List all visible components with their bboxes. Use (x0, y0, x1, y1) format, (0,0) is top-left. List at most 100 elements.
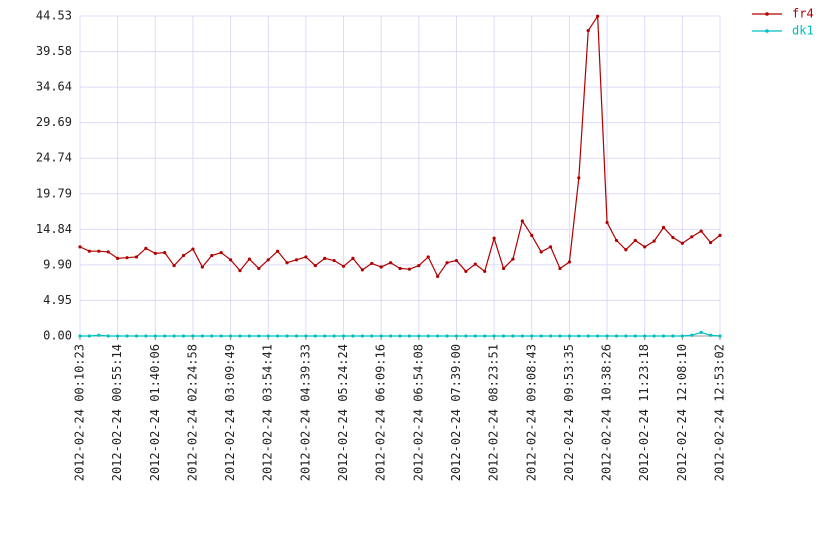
x-tick-label: 2012-02-24 01:40:06 (148, 344, 162, 481)
point (511, 257, 515, 261)
point (134, 334, 139, 338)
point (379, 265, 383, 269)
point (191, 334, 195, 338)
point (210, 334, 214, 338)
point (483, 269, 487, 273)
y-tick-label: 29.69 (36, 115, 72, 129)
point (266, 258, 270, 262)
point (407, 334, 412, 338)
point (200, 334, 204, 338)
point (661, 225, 666, 230)
point (125, 256, 129, 260)
point (257, 334, 261, 338)
point (436, 274, 440, 278)
point (492, 236, 496, 240)
point (718, 233, 722, 237)
point (436, 334, 440, 338)
point (708, 333, 713, 337)
point (605, 220, 609, 225)
point (181, 253, 186, 258)
point (351, 256, 355, 260)
point (360, 268, 364, 272)
point (172, 334, 176, 338)
point (370, 334, 374, 338)
point (398, 266, 402, 271)
point (360, 334, 364, 338)
point (699, 229, 703, 233)
point (106, 334, 110, 338)
point (567, 260, 572, 264)
x-tick-label: 2012-02-24 00:55:14 (110, 344, 124, 481)
y-tick-label: 14.84 (36, 222, 72, 236)
point (341, 334, 346, 338)
x-tick-label: 2012-02-24 12:53:02 (713, 344, 727, 481)
point (351, 334, 355, 338)
point (511, 334, 515, 338)
point (78, 334, 82, 338)
x-tick-label: 2012-02-24 08:23:51 (487, 344, 501, 481)
point (548, 334, 553, 338)
point (483, 334, 487, 338)
point (304, 334, 308, 338)
point (643, 245, 647, 249)
point (426, 255, 430, 259)
point (181, 334, 186, 338)
x-tick-label: 2012-02-24 02:24:58 (185, 344, 199, 481)
x-tick-label: 2012-02-24 11:23:18 (637, 344, 651, 481)
point (586, 28, 590, 33)
point (200, 265, 204, 269)
y-tick-label: 19.79 (36, 186, 72, 200)
point (708, 240, 713, 245)
point (106, 250, 110, 254)
point (163, 251, 167, 255)
point (210, 253, 214, 258)
point (116, 334, 120, 338)
point (285, 261, 289, 265)
point (699, 330, 703, 335)
point (116, 256, 120, 260)
point (520, 219, 524, 223)
x-tick-label: 2012-02-24 10:38:26 (600, 344, 614, 481)
point (388, 334, 393, 338)
point (332, 334, 336, 338)
point (87, 334, 92, 338)
point (605, 334, 609, 338)
point (624, 248, 628, 252)
x-tick-label: 2012-02-24 09:53:35 (562, 344, 576, 481)
point (596, 14, 600, 18)
point (257, 266, 261, 271)
point (680, 334, 684, 338)
point (548, 245, 553, 249)
point (718, 334, 722, 338)
y-tick-label: 34.64 (36, 80, 72, 94)
point (690, 333, 694, 337)
point (671, 235, 675, 240)
legend-dot (765, 29, 769, 33)
x-tick-label: 2012-02-24 07:39:00 (449, 344, 463, 481)
point (539, 334, 543, 338)
point (473, 262, 477, 266)
point (445, 334, 449, 338)
point (276, 334, 280, 338)
point (247, 334, 252, 338)
point (144, 246, 148, 250)
point (633, 238, 637, 243)
point (661, 334, 666, 338)
x-tick-label: 2012-02-24 12:08:10 (675, 344, 689, 481)
x-tick-label: 2012-02-24 00:10:23 (73, 344, 87, 481)
point (313, 263, 317, 268)
point (577, 176, 581, 180)
point (238, 269, 242, 273)
point (464, 269, 468, 273)
point (473, 334, 477, 338)
point (530, 233, 534, 237)
point (153, 334, 157, 338)
point (586, 334, 590, 338)
point (633, 334, 637, 338)
x-tick-label: 2012-02-24 06:09:16 (374, 344, 388, 481)
legend-dot (765, 12, 769, 16)
x-tick-label: 2012-02-24 06:54:08 (411, 344, 425, 481)
point (313, 334, 317, 338)
point (87, 249, 92, 253)
y-tick-label: 39.58 (36, 44, 72, 58)
